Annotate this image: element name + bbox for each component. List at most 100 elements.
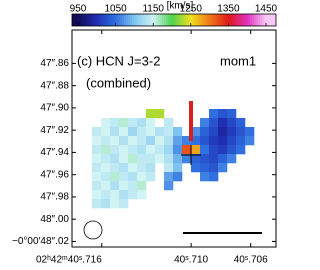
- x-tick-label: 02ʰ42ᵐ40ˢ.716: [36, 255, 102, 266]
- pixel: [173, 136, 183, 146]
- colorbar-cell: [258, 14, 261, 26]
- colorbar-cell: [206, 14, 209, 26]
- x-tick-label: 40ˢ.706: [234, 255, 268, 266]
- pixel: [119, 199, 129, 209]
- colorbar-cell: [122, 14, 125, 26]
- pixel: [164, 154, 174, 164]
- pixel: [137, 154, 147, 164]
- pixel: [146, 109, 156, 119]
- colorbar-cell: [232, 14, 235, 26]
- pixel: [92, 127, 102, 137]
- colorbar-cell: [104, 14, 107, 26]
- pixel: [164, 127, 174, 137]
- colorbar-cell: [112, 14, 115, 26]
- pixel: [146, 172, 156, 182]
- colorbar-cell: [246, 14, 249, 26]
- pixel: [101, 181, 111, 191]
- colorbar-cell: [154, 14, 157, 26]
- pixel: [137, 172, 147, 182]
- pixel: [137, 136, 147, 146]
- pixel: [137, 145, 147, 155]
- pixel: [236, 127, 246, 137]
- pixel: [128, 172, 138, 182]
- colorbar-cell: [94, 14, 97, 26]
- pixel: [128, 163, 138, 173]
- pixel: [146, 163, 156, 173]
- colorbar-cell: [148, 14, 151, 26]
- pixel: [92, 136, 102, 146]
- colorbar-cell: [208, 14, 211, 26]
- colorbar-cell: [114, 14, 117, 26]
- pixel: [236, 136, 246, 146]
- pixel: [119, 163, 129, 173]
- pixel: [182, 154, 192, 164]
- colorbar-cell: [250, 14, 253, 26]
- pixel: [164, 163, 174, 173]
- colorbar-cell: [270, 14, 273, 26]
- colorbar-cell: [236, 14, 239, 26]
- colorbar-cell: [76, 14, 79, 26]
- pixel: [245, 136, 255, 146]
- y-tick-label: 47″.90: [40, 103, 69, 114]
- colorbar-cell: [194, 14, 197, 26]
- pixel: [92, 181, 102, 191]
- colorbar-cell: [264, 14, 267, 26]
- colorbar-cell: [116, 14, 119, 26]
- colorbar-cell: [98, 14, 101, 26]
- colorbar-cell: [214, 14, 217, 26]
- colorbar-cell: [220, 14, 223, 26]
- pixel: [92, 199, 102, 209]
- pixel: [200, 127, 210, 137]
- pixel: [200, 145, 210, 155]
- pixel: [146, 145, 156, 155]
- pixel: [146, 118, 156, 128]
- colorbar-cell: [100, 14, 103, 26]
- colorbar-cell: [74, 14, 77, 26]
- colorbar-label: [km/s]: [167, 1, 194, 12]
- pixel: [173, 127, 183, 137]
- pixel: [110, 163, 120, 173]
- pixel: [101, 172, 111, 182]
- beam: [83, 220, 103, 240]
- pixel: [110, 181, 120, 191]
- pixel: [218, 118, 228, 128]
- chart: [km/s] (c) HCN J=3-2 (combined) mom1 950…: [12, 1, 278, 266]
- colorbar-cell: [182, 14, 185, 26]
- pixel: [200, 154, 210, 164]
- annotation: mom1: [220, 53, 256, 68]
- pixel: [119, 145, 129, 155]
- colorbar-cell: [128, 14, 131, 26]
- colorbar-cell: [252, 14, 255, 26]
- colorbar-tick-label: 950: [70, 4, 87, 15]
- pixel: [137, 181, 147, 191]
- colorbar-frame: [71, 13, 277, 27]
- pixel: [218, 154, 228, 164]
- colorbar-cell: [256, 14, 259, 26]
- pixel: [101, 199, 111, 209]
- pixel: [209, 145, 219, 155]
- pixel: [155, 136, 165, 146]
- pixel: [119, 154, 129, 164]
- pixel: [119, 136, 129, 146]
- pixel: [101, 136, 111, 146]
- pixel: [92, 163, 102, 173]
- pixel: [155, 127, 165, 137]
- pixel: [110, 154, 120, 164]
- colorbar-cell: [178, 14, 181, 26]
- pixel: [218, 163, 228, 173]
- pixel: [209, 118, 219, 128]
- colorbar-cell: [140, 14, 143, 26]
- colorbar-cell: [216, 14, 219, 26]
- pixel: [101, 163, 111, 173]
- colorbar-cell: [82, 14, 85, 26]
- colorbar-cell: [138, 14, 141, 26]
- pixel: [191, 127, 201, 137]
- colorbar-cell: [96, 14, 99, 26]
- colorbar-cell: [90, 14, 93, 26]
- colorbar-cell: [136, 14, 139, 26]
- colorbar-cell: [186, 14, 189, 26]
- pixel: [119, 172, 129, 182]
- colorbar-cell: [184, 14, 187, 26]
- colorbar-tick-label: 1350: [217, 4, 240, 15]
- pixel: [209, 172, 219, 182]
